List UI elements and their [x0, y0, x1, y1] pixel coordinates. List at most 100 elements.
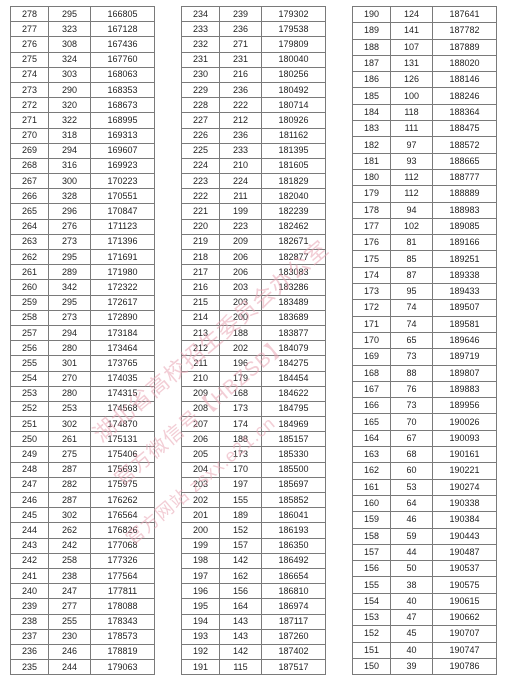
cell: 167 — [353, 381, 391, 397]
cell: 111 — [391, 121, 433, 137]
cell: 237 — [11, 629, 49, 644]
cell: 188 — [353, 39, 391, 55]
table-row: 15650190537 — [353, 561, 497, 577]
table-row: 226236181162 — [182, 128, 326, 143]
table-row: 214200183689 — [182, 310, 326, 325]
cell: 277 — [11, 22, 49, 37]
cell: 242 — [11, 553, 49, 568]
cell: 294 — [49, 143, 91, 158]
cell: 216 — [220, 67, 262, 82]
cell: 60 — [391, 463, 433, 479]
cell: 151 — [353, 642, 391, 658]
table-row: 186126188146 — [353, 72, 497, 88]
cell: 183877 — [262, 325, 326, 340]
cell: 190487 — [433, 544, 497, 560]
cell: 342 — [49, 280, 91, 295]
table-row: 240247177811 — [11, 584, 155, 599]
cell: 188 — [220, 432, 262, 447]
cell: 155 — [353, 577, 391, 593]
cell: 168063 — [91, 67, 155, 82]
table-row: 195164186974 — [182, 599, 326, 614]
cell: 274 — [11, 67, 49, 82]
cell: 177326 — [91, 553, 155, 568]
cell: 282 — [49, 477, 91, 492]
cell: 183489 — [262, 295, 326, 310]
cell: 204 — [182, 462, 220, 477]
cell: 178088 — [91, 599, 155, 614]
cell: 176262 — [91, 493, 155, 508]
cell: 188 — [220, 325, 262, 340]
cell: 217 — [182, 265, 220, 280]
cell: 169607 — [91, 143, 155, 158]
cell: 300 — [49, 174, 91, 189]
cell: 176826 — [91, 523, 155, 538]
cell: 212 — [182, 341, 220, 356]
cell: 258 — [49, 553, 91, 568]
table-row: 184118188364 — [353, 104, 497, 120]
table-row: 268316169923 — [11, 158, 155, 173]
cell: 242 — [49, 538, 91, 553]
cell: 238 — [49, 568, 91, 583]
cell: 190615 — [433, 593, 497, 609]
cell: 239 — [11, 599, 49, 614]
table-row: 16153190274 — [353, 479, 497, 495]
cell: 169313 — [91, 128, 155, 143]
table-row: 208173184795 — [182, 401, 326, 416]
cell: 187889 — [433, 39, 497, 55]
table-row: 257294173184 — [11, 325, 155, 340]
cell: 45 — [391, 626, 433, 642]
table-row: 231231180040 — [182, 52, 326, 67]
table-row: 16888189807 — [353, 365, 497, 381]
cell: 207 — [182, 417, 220, 432]
cell: 182462 — [262, 219, 326, 234]
cell: 205 — [182, 447, 220, 462]
cell: 170551 — [91, 189, 155, 204]
cell: 95 — [391, 284, 433, 300]
cell: 81 — [391, 235, 433, 251]
cell: 141 — [391, 23, 433, 39]
table-row: 241238177564 — [11, 568, 155, 583]
cell: 143 — [220, 614, 262, 629]
cell: 261 — [11, 265, 49, 280]
cell: 166 — [353, 398, 391, 414]
cell: 187641 — [433, 7, 497, 23]
cell: 188777 — [433, 169, 497, 185]
table-row: 246287176262 — [11, 493, 155, 508]
table-row: 17274189507 — [353, 300, 497, 316]
table-row: 209168184622 — [182, 386, 326, 401]
table-row: 190124187641 — [353, 7, 497, 23]
table-row: 239277178088 — [11, 599, 155, 614]
cell: 172 — [353, 300, 391, 316]
cell: 190443 — [433, 528, 497, 544]
cell: 171123 — [91, 219, 155, 234]
table-row: 202155185852 — [182, 493, 326, 508]
cell: 263 — [11, 234, 49, 249]
cell: 223 — [182, 174, 220, 189]
cell: 182040 — [262, 189, 326, 204]
cell: 261 — [49, 432, 91, 447]
cell: 186041 — [262, 508, 326, 523]
cell: 189507 — [433, 300, 497, 316]
cell: 186 — [353, 72, 391, 88]
cell: 189 — [220, 508, 262, 523]
cell: 256 — [11, 341, 49, 356]
cell: 189883 — [433, 381, 497, 397]
cell: 185330 — [262, 447, 326, 462]
cell: 249 — [11, 447, 49, 462]
table-row: 251302174870 — [11, 417, 155, 432]
cell: 168995 — [91, 113, 155, 128]
cell: 189 — [353, 23, 391, 39]
cell: 236 — [220, 128, 262, 143]
cell: 222 — [220, 98, 262, 113]
cell: 64 — [391, 495, 433, 511]
cell: 184969 — [262, 417, 326, 432]
cell: 162 — [220, 568, 262, 583]
cell: 184275 — [262, 356, 326, 371]
table-row: 266328170551 — [11, 189, 155, 204]
cell: 245 — [11, 508, 49, 523]
cell: 231 — [220, 52, 262, 67]
cell: 190537 — [433, 561, 497, 577]
table-row: 261289171980 — [11, 265, 155, 280]
cell: 172322 — [91, 280, 155, 295]
table-row: 192142187402 — [182, 644, 326, 659]
